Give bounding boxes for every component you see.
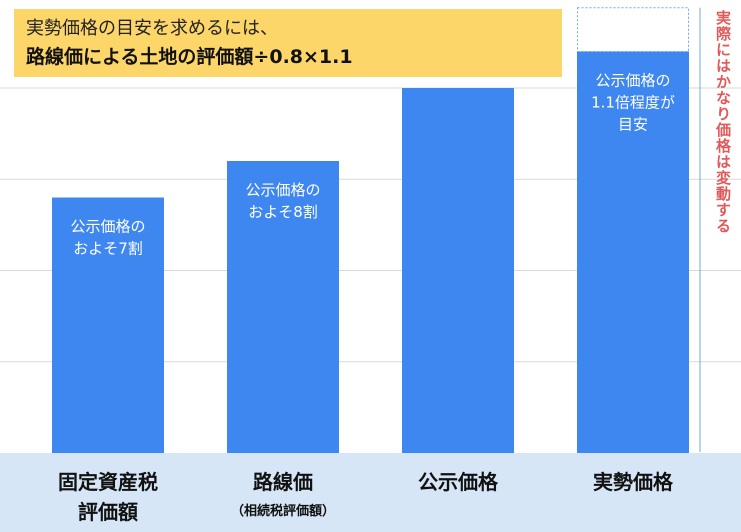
- price-variation-note: 実際にはかなり価格は変動する: [714, 10, 732, 234]
- category-label-0-1: 評価額: [78, 500, 138, 524]
- bar-label-3-1: 1.1倍程度が: [591, 94, 675, 112]
- bar-1: [227, 161, 339, 453]
- bar-label-3-0: 公示価格の: [595, 72, 670, 90]
- formula-note-box: 実勢価格の目安を求めるには、 路線価による土地の評価額÷0.8×1.1: [14, 9, 562, 77]
- formula-note-line1: 実勢価格の目安を求めるには、: [26, 18, 278, 39]
- price-range-dotted-outline: [577, 7, 689, 52]
- category-label-1-0: 路線価: [253, 470, 313, 494]
- category-label-2-0: 公示価格: [418, 470, 499, 494]
- bar-3: [577, 51, 689, 453]
- category-label-0-0: 固定資産税: [58, 470, 158, 494]
- bar-label-0-0: 公示価格の: [70, 218, 145, 236]
- bar-label-1-0: 公示価格の: [245, 181, 320, 199]
- category-label-3-0: 実勢価格: [593, 470, 674, 494]
- category-axis-band: [0, 453, 741, 532]
- bar-label-3-2: 目安: [618, 116, 648, 134]
- bar-label-1-1: およそ8割: [248, 203, 318, 221]
- category-sublabel-1: （相続税評価額）: [231, 503, 335, 519]
- bar-2: [402, 88, 514, 453]
- formula-note-line2: 路線価による土地の評価額÷0.8×1.1: [26, 46, 353, 68]
- bar-0: [52, 197, 164, 453]
- bar-label-0-1: およそ7割: [73, 240, 143, 258]
